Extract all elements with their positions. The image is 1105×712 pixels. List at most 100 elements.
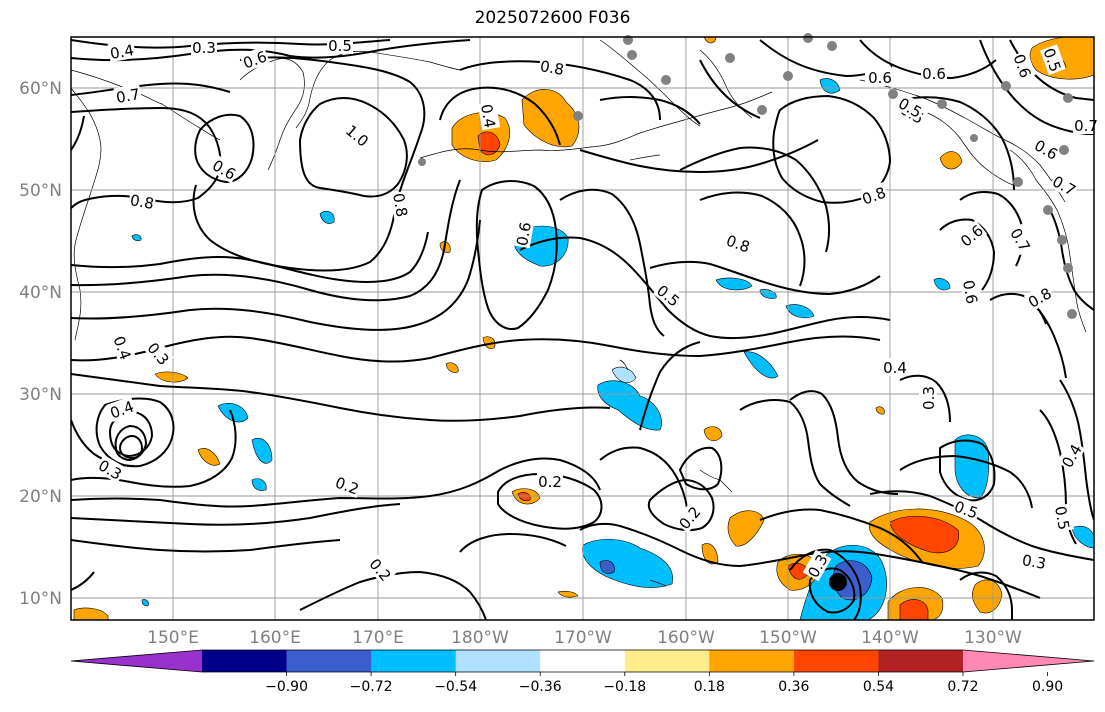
contour-label-bg bbox=[858, 182, 889, 208]
shade-negative-light bbox=[611, 366, 637, 383]
contour-label: 0.5 bbox=[328, 37, 352, 55]
contour-label-bg bbox=[327, 36, 353, 54]
shade-negative bbox=[1071, 525, 1094, 549]
storm-center-marker bbox=[829, 573, 847, 591]
contour-label-bg bbox=[1040, 44, 1066, 75]
colorbar-extend-low bbox=[71, 650, 202, 672]
contour-label-bg bbox=[143, 337, 175, 370]
shade-negative bbox=[141, 599, 149, 607]
shade-strong-negative bbox=[599, 560, 615, 574]
colorbar-extend-high bbox=[963, 650, 1094, 672]
colorbar-swatch bbox=[286, 650, 372, 672]
contour-label-bg bbox=[341, 119, 374, 151]
contour-label: 0.8 bbox=[389, 192, 411, 219]
colorbar-tick-label: −0.90 bbox=[265, 679, 308, 695]
contour-label-bg bbox=[511, 219, 535, 249]
shade-positive bbox=[154, 371, 189, 383]
contour-label-bg bbox=[921, 64, 947, 82]
latitude-axis: 60°N 50°N 40°N 30°N 20°N 10°N bbox=[19, 79, 62, 609]
contour-label-bg bbox=[1019, 549, 1049, 573]
contour-label-bg bbox=[673, 501, 705, 534]
colorbar-swatch bbox=[371, 650, 457, 672]
contour-label: 0.8 bbox=[539, 57, 566, 79]
shade-positive bbox=[73, 607, 109, 620]
shade-negative bbox=[131, 234, 142, 242]
lat-label: 50°N bbox=[19, 181, 62, 201]
contour-label-bg bbox=[332, 472, 363, 498]
shade-strong-positive bbox=[477, 131, 501, 156]
shade-negative bbox=[217, 403, 249, 423]
contour-label-bg bbox=[477, 101, 501, 131]
shade-positive bbox=[703, 37, 717, 44]
contour-label-bg bbox=[94, 454, 127, 484]
shade-positive bbox=[875, 406, 885, 415]
lat-label: 60°N bbox=[19, 79, 62, 99]
lon-label: 150°W bbox=[759, 628, 817, 648]
colorbar-outline bbox=[70, 649, 1095, 673]
contour-label: 0.3 bbox=[192, 39, 216, 57]
shade-strong-positive bbox=[899, 599, 929, 620]
contour-label: 0.5 bbox=[653, 281, 683, 310]
lat-label: 40°N bbox=[19, 283, 62, 303]
contour-label-bg bbox=[723, 230, 754, 256]
contour-label-bg bbox=[1010, 50, 1036, 81]
contour-label: 0.6 bbox=[513, 221, 535, 248]
contour-label-bg bbox=[959, 277, 983, 307]
contour-label: 0.3 bbox=[920, 386, 938, 410]
contour-label-bg bbox=[389, 190, 413, 220]
contour-label-bg bbox=[1056, 439, 1086, 472]
contour-label-bg bbox=[239, 46, 270, 72]
station-markers bbox=[418, 33, 1077, 319]
shade-negative bbox=[715, 277, 753, 291]
shade-positive bbox=[521, 89, 580, 148]
colorbar-swatch bbox=[455, 650, 541, 672]
contour-label-bg bbox=[127, 189, 157, 213]
contour-label: 0.6 bbox=[868, 69, 892, 87]
shade-negative bbox=[954, 434, 990, 499]
shade-positive bbox=[557, 590, 579, 598]
contour-layer bbox=[71, 39, 1094, 620]
shade-strong-positive bbox=[889, 515, 960, 554]
colorbar-swatch bbox=[709, 650, 795, 672]
shade-strong-positive bbox=[517, 492, 531, 502]
colorbar-tick-label: −0.54 bbox=[434, 679, 477, 695]
shade-positive bbox=[445, 362, 459, 373]
colorbar-swatch bbox=[540, 650, 626, 672]
contour-label: 0.7 bbox=[115, 85, 142, 107]
contour-label: 0.5 bbox=[1051, 505, 1073, 532]
shade-negative bbox=[319, 210, 335, 224]
lon-label: 160°W bbox=[657, 628, 715, 648]
colorbar-tick-label: 0.36 bbox=[778, 679, 809, 695]
contour-label: 0.6 bbox=[1031, 136, 1061, 164]
shade-positive bbox=[727, 510, 765, 547]
shading-layer bbox=[73, 37, 1094, 620]
colorbar-tick-label: 0.72 bbox=[947, 679, 978, 695]
colorbar-tick-label: −0.36 bbox=[519, 679, 562, 695]
contour-label-bg bbox=[106, 396, 137, 422]
contour-label: 0.3 bbox=[1021, 551, 1048, 573]
shade-negative bbox=[582, 539, 673, 588]
contour-label-bg bbox=[1073, 116, 1099, 134]
contour-label: 0.7 bbox=[1049, 172, 1079, 200]
shade-positive bbox=[703, 426, 723, 442]
contour-label-bg bbox=[867, 68, 893, 86]
contour-label-bg bbox=[107, 39, 137, 63]
colorbar-swatch bbox=[202, 650, 288, 672]
contour-label-bg bbox=[919, 385, 937, 411]
contour-label-bg bbox=[802, 549, 832, 582]
contour-label-bg bbox=[894, 92, 927, 122]
lat-label: 20°N bbox=[19, 487, 62, 507]
longitude-axis: 150°E 160°E 170°E 180°W 170°W 160°W 150°… bbox=[147, 628, 1022, 648]
shade-positive bbox=[197, 448, 221, 466]
contour-label: 0.6 bbox=[957, 221, 987, 250]
contour-label-bg bbox=[537, 55, 567, 79]
shade-negative bbox=[251, 478, 267, 491]
colorbar-swatch bbox=[878, 650, 964, 672]
shade-negative bbox=[785, 304, 815, 319]
contour-label-bg bbox=[1006, 223, 1036, 256]
contour-label-bg bbox=[1051, 503, 1075, 533]
map-title: 2025072600 F036 bbox=[474, 8, 631, 28]
contour-label: 0.7 bbox=[1074, 117, 1098, 135]
colorbar-tick-label: 0.90 bbox=[1032, 679, 1063, 695]
